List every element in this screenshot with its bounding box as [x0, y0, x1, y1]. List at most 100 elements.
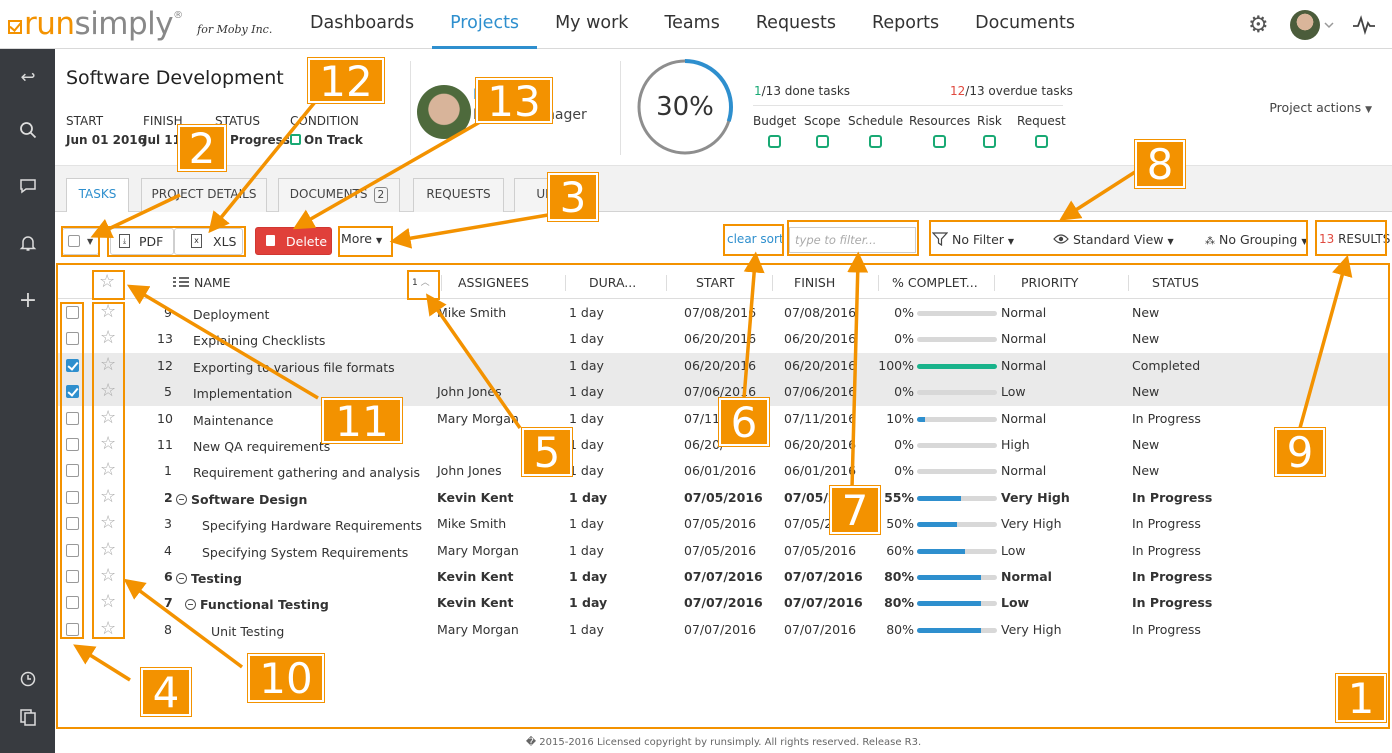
- row-checkbox[interactable]: [66, 570, 79, 583]
- callout-outline-clear-sort: [723, 224, 784, 256]
- task-start: 06/20/2016: [684, 357, 757, 373]
- collapse-icon[interactable]: [176, 573, 187, 584]
- clear-sort-link[interactable]: clear sort: [727, 232, 784, 246]
- row-checkbox[interactable]: [66, 332, 79, 346]
- indicator-budget[interactable]: Budget: [753, 114, 796, 148]
- delete-button[interactable]: Delete: [255, 227, 332, 255]
- tab-documents[interactable]: DOCUMENTS 2: [278, 178, 400, 212]
- star-icon[interactable]: ☆: [100, 353, 117, 375]
- col-priority[interactable]: PRIORITY: [1021, 267, 1079, 299]
- task-id: 1: [164, 463, 172, 479]
- col-finish[interactable]: FINISH: [794, 267, 836, 299]
- table-row[interactable]: ☆ 3 Specifying Hardware Requirements Mike S…: [56, 511, 1388, 537]
- row-checkbox[interactable]: [66, 385, 79, 399]
- row-checkbox[interactable]: [66, 622, 79, 636]
- filter-input[interactable]: type to filter...: [789, 227, 916, 253]
- collapse-icon[interactable]: [176, 493, 187, 505]
- col-duration[interactable]: DURA...: [589, 267, 637, 299]
- logo-simply: simply: [74, 6, 174, 42]
- row-checkbox[interactable]: [66, 306, 79, 319]
- task-name[interactable]: Requirement gathering and analysis: [193, 465, 421, 481]
- nav-teams[interactable]: Teams: [664, 13, 720, 33]
- nav-reports[interactable]: Reports: [872, 13, 940, 33]
- bell-icon[interactable]: [16, 234, 40, 258]
- progress-bar: [917, 522, 997, 528]
- star-icon[interactable]: ☆: [100, 565, 117, 586]
- indicator-resources[interactable]: Resources: [909, 114, 970, 148]
- row-checkbox[interactable]: [66, 438, 79, 451]
- project-actions-button[interactable]: Project actions ▼: [1269, 100, 1372, 115]
- task-name[interactable]: New QA requirements: [193, 439, 331, 454]
- star-icon[interactable]: ☆: [100, 591, 117, 613]
- star-icon[interactable]: ☆: [100, 301, 117, 322]
- nav-dashboards[interactable]: Dashboards: [310, 13, 415, 33]
- add-icon[interactable]: +: [18, 288, 38, 313]
- star-icon[interactable]: ☆: [100, 459, 117, 481]
- col-assignees[interactable]: ASSIGNEES: [458, 267, 529, 299]
- standard-view-dropdown[interactable]: Standard View ▼: [1053, 232, 1174, 247]
- row-checkbox[interactable]: [66, 411, 79, 425]
- col-status[interactable]: STATUS: [1152, 267, 1199, 299]
- task-duration: 1 day: [569, 410, 604, 426]
- task-name[interactable]: Testing: [176, 566, 242, 592]
- row-checkbox[interactable]: [66, 358, 79, 372]
- indicator-schedule[interactable]: Schedule: [848, 114, 903, 148]
- task-name[interactable]: Specifying System Requirements: [202, 544, 409, 560]
- nav-projects[interactable]: Projects: [432, 0, 538, 49]
- row-checkbox[interactable]: [66, 517, 79, 531]
- indicator-scope[interactable]: Scope: [804, 114, 841, 148]
- star-icon[interactable]: ☆: [100, 538, 117, 560]
- row-checkbox[interactable]: [66, 464, 79, 478]
- row-checkbox[interactable]: [66, 543, 79, 557]
- table-row[interactable]: ☆ 12 Exporting to various file formats 1 da…: [56, 352, 1388, 380]
- header-star-icon[interactable]: ☆: [99, 271, 116, 292]
- table-row[interactable]: ☆ 8 Unit Testing Mary Morgan 1 day 07/07/2016…: [56, 617, 1388, 643]
- row-checkbox[interactable]: [66, 596, 79, 610]
- clock-icon[interactable]: [16, 670, 40, 694]
- user-avatar[interactable]: [1290, 9, 1320, 40]
- star-icon[interactable]: ☆: [100, 485, 117, 507]
- table-row[interactable]: ☆ 4 Specifying System Requirements Mary Mor…: [56, 538, 1388, 564]
- no-grouping-dropdown[interactable]: ⁂ No Grouping ▼: [1205, 232, 1308, 247]
- progress-bar: [917, 363, 997, 369]
- star-icon[interactable]: ☆: [100, 617, 117, 639]
- tab-project-details[interactable]: PROJECT DETAILS: [141, 178, 267, 212]
- task-name[interactable]: Specifying Hardware Requirements: [202, 518, 423, 534]
- star-icon[interactable]: ☆: [100, 406, 117, 428]
- activity-icon[interactable]: [1352, 14, 1376, 35]
- col-start[interactable]: START: [696, 267, 735, 299]
- indicator-risk[interactable]: Risk: [977, 114, 1002, 148]
- nav-requests[interactable]: Requests: [755, 13, 837, 33]
- copy-icon[interactable]: [16, 708, 40, 732]
- task-name[interactable]: Maintenance: [193, 412, 274, 428]
- gear-icon[interactable]: ⚙: [1248, 11, 1269, 38]
- no-filter-dropdown[interactable]: No Filter ▼: [931, 232, 1014, 247]
- chat-icon[interactable]: [16, 177, 40, 201]
- col-complete[interactable]: % COMPLET...: [892, 267, 978, 299]
- star-icon[interactable]: ☆: [100, 380, 117, 402]
- callout-outline-export: [107, 226, 246, 257]
- chevron-down-icon[interactable]: [1324, 21, 1334, 29]
- table-row[interactable]: ☆ 11 New QA requirements 1 day 06/20/06/20/2…: [56, 432, 1388, 458]
- back-icon[interactable]: ↩: [20, 67, 36, 88]
- tab-tasks[interactable]: TASKS: [66, 178, 129, 213]
- nav-documents[interactable]: Documents: [975, 13, 1075, 33]
- star-icon[interactable]: ☆: [100, 327, 117, 349]
- project-manager-avatar[interactable]: [417, 85, 471, 139]
- table-row[interactable]: ☆ 7 Functional Testing Kevin Kent 1 day 07/07…: [56, 590, 1388, 616]
- search-icon[interactable]: [16, 121, 40, 145]
- nav-my-work[interactable]: My work: [555, 13, 629, 33]
- table-row[interactable]: ☆ 6 Testing Kevin Kent 1 day 07/07/2016 07/07/…: [56, 564, 1388, 590]
- more-dropdown[interactable]: More ▼: [341, 231, 383, 246]
- row-checkbox[interactable]: [66, 490, 79, 504]
- callout-1: 1: [1335, 673, 1387, 723]
- logo[interactable]: run simply ® for Moby Inc.: [8, 6, 272, 42]
- indicator-request[interactable]: Request: [1017, 114, 1066, 148]
- star-icon[interactable]: ☆: [100, 512, 117, 534]
- task-name[interactable]: Software Design: [176, 487, 307, 513]
- table-row[interactable]: ☆ 2 Software Design Kevin Kent 1 day 07/05/20…: [56, 485, 1388, 511]
- star-icon[interactable]: ☆: [100, 433, 117, 454]
- task-priority: Low: [1001, 595, 1030, 611]
- tab-requests[interactable]: REQUESTS: [413, 178, 504, 212]
- table-row[interactable]: ☆ 1 Requirement gathering and analysis John…: [56, 458, 1388, 484]
